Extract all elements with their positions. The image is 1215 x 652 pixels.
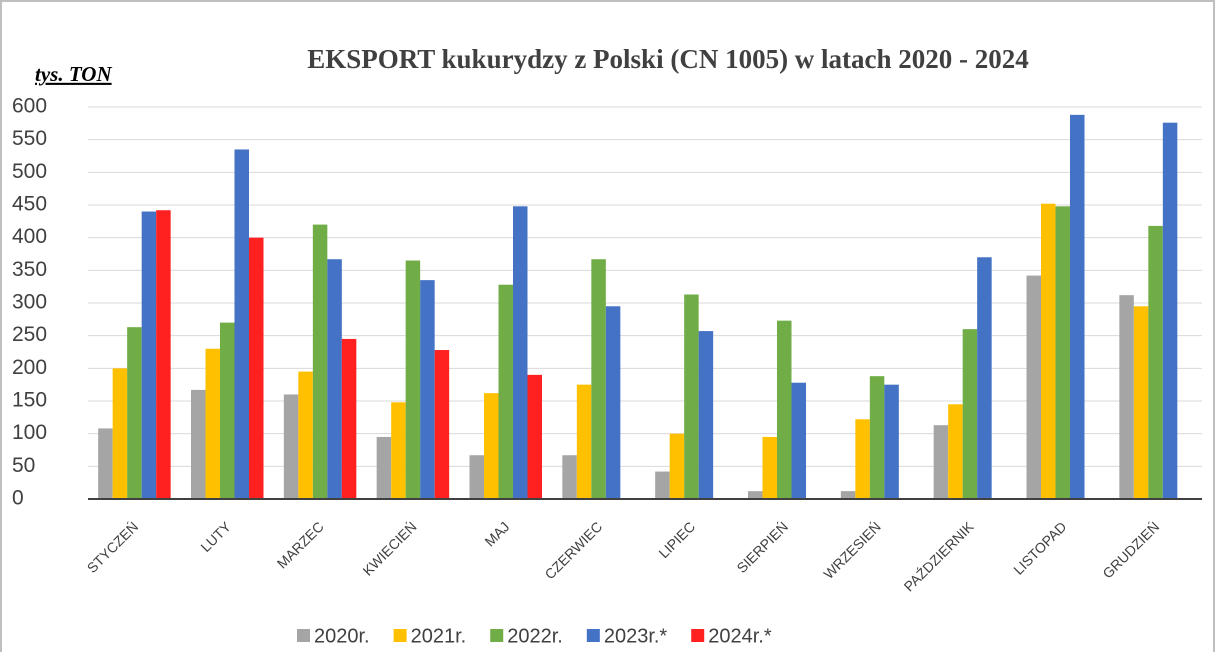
bar [405,260,421,499]
y-tick-label: 0 [12,487,24,510]
bar [498,284,513,499]
bar [298,371,313,499]
bar [1119,295,1134,499]
bar [234,149,249,499]
bar [283,394,299,499]
bar [840,491,856,499]
y-tick-label: 500 [12,160,47,183]
bar [527,374,542,499]
bar [469,455,484,499]
legend-swatch [490,629,504,642]
bar [1148,225,1163,499]
y-tick-label: 550 [12,127,47,150]
legend-label: 2024r.* [708,625,772,647]
bar [191,389,206,499]
y-tick-label: 350 [12,258,47,281]
bar [933,425,949,499]
bar [655,471,670,499]
y-tick-label: 50 [12,454,35,477]
y-tick-label: 300 [12,291,47,314]
bar [1026,275,1041,499]
bar [156,210,171,499]
bar [884,384,899,499]
y-tick-label: 400 [12,225,47,248]
bar [484,393,499,499]
bar [605,306,621,499]
bar [684,294,699,499]
bar [513,206,528,499]
bar [1133,306,1149,499]
bar [312,224,328,499]
bar [948,404,963,499]
bar [141,211,157,500]
bar [777,320,792,499]
bar [762,436,777,499]
bar [1041,203,1056,499]
bar [391,402,406,499]
bar [220,322,235,499]
bar [205,348,220,499]
legend-swatch [297,629,310,642]
y-tick-label: 450 [12,193,47,216]
y-tick-label: 250 [12,323,47,346]
y-axis-label: tys. TON [35,62,112,86]
bar [434,350,450,499]
bar [591,259,606,499]
bar [962,329,978,499]
bar [127,327,142,499]
bar [869,376,885,499]
bar [327,259,342,499]
bar [249,237,264,499]
bar [855,419,870,499]
y-tick-label: 600 [12,95,47,118]
legend-label: 2022r. [507,625,563,647]
legend-label: 2021r. [411,625,467,647]
bar [562,455,577,499]
bar [1070,114,1085,499]
y-tick-label: 200 [12,356,47,379]
bar [376,436,392,499]
bar [420,280,435,499]
bar [977,257,992,499]
bar [791,382,806,499]
legend-label: 2020r. [314,625,370,647]
bar [341,338,357,499]
bar [698,331,714,499]
legend-swatch [586,629,600,642]
legend-swatch [393,629,407,642]
bar [1055,206,1070,499]
bar [669,433,685,499]
bar [576,384,592,499]
chart-title: EKSPORT kukurydzy z Polski (CN 1005) w l… [307,44,1029,74]
bar [1162,122,1178,500]
legend-label: 2023r.* [604,625,668,647]
bar [112,368,128,499]
bar [98,428,113,499]
bar [748,491,763,499]
legend-swatch [691,629,705,642]
y-tick-label: 150 [12,389,47,412]
y-tick-label: 100 [12,421,47,444]
